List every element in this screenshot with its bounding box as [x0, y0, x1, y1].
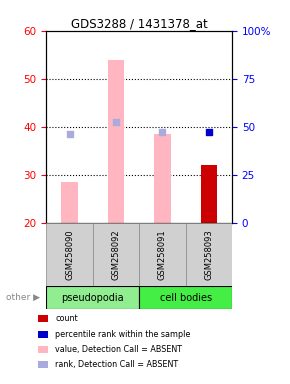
Point: [206, 128, 211, 135]
Text: count: count: [55, 314, 78, 323]
Bar: [93, 223, 139, 286]
Text: GSM258092: GSM258092: [111, 229, 121, 280]
Bar: [46, 223, 93, 286]
Point: [114, 119, 118, 125]
Text: GSM258093: GSM258093: [204, 229, 213, 280]
Bar: [139, 286, 232, 309]
Text: GSM258090: GSM258090: [65, 229, 74, 280]
Text: GSM258091: GSM258091: [158, 229, 167, 280]
Bar: [108, 60, 124, 223]
Bar: [46, 286, 139, 309]
Bar: [201, 165, 217, 223]
Point: [67, 131, 72, 137]
Text: value, Detection Call = ABSENT: value, Detection Call = ABSENT: [55, 345, 182, 354]
Bar: [186, 223, 232, 286]
Bar: [61, 182, 78, 223]
Text: percentile rank within the sample: percentile rank within the sample: [55, 329, 191, 339]
Text: pseudopodia: pseudopodia: [61, 293, 124, 303]
Title: GDS3288 / 1431378_at: GDS3288 / 1431378_at: [71, 17, 208, 30]
Text: other ▶: other ▶: [6, 293, 40, 302]
Bar: [154, 134, 171, 223]
Bar: [139, 223, 186, 286]
Text: rank, Detection Call = ABSENT: rank, Detection Call = ABSENT: [55, 360, 178, 369]
Text: cell bodies: cell bodies: [160, 293, 212, 303]
Point: [160, 128, 165, 135]
